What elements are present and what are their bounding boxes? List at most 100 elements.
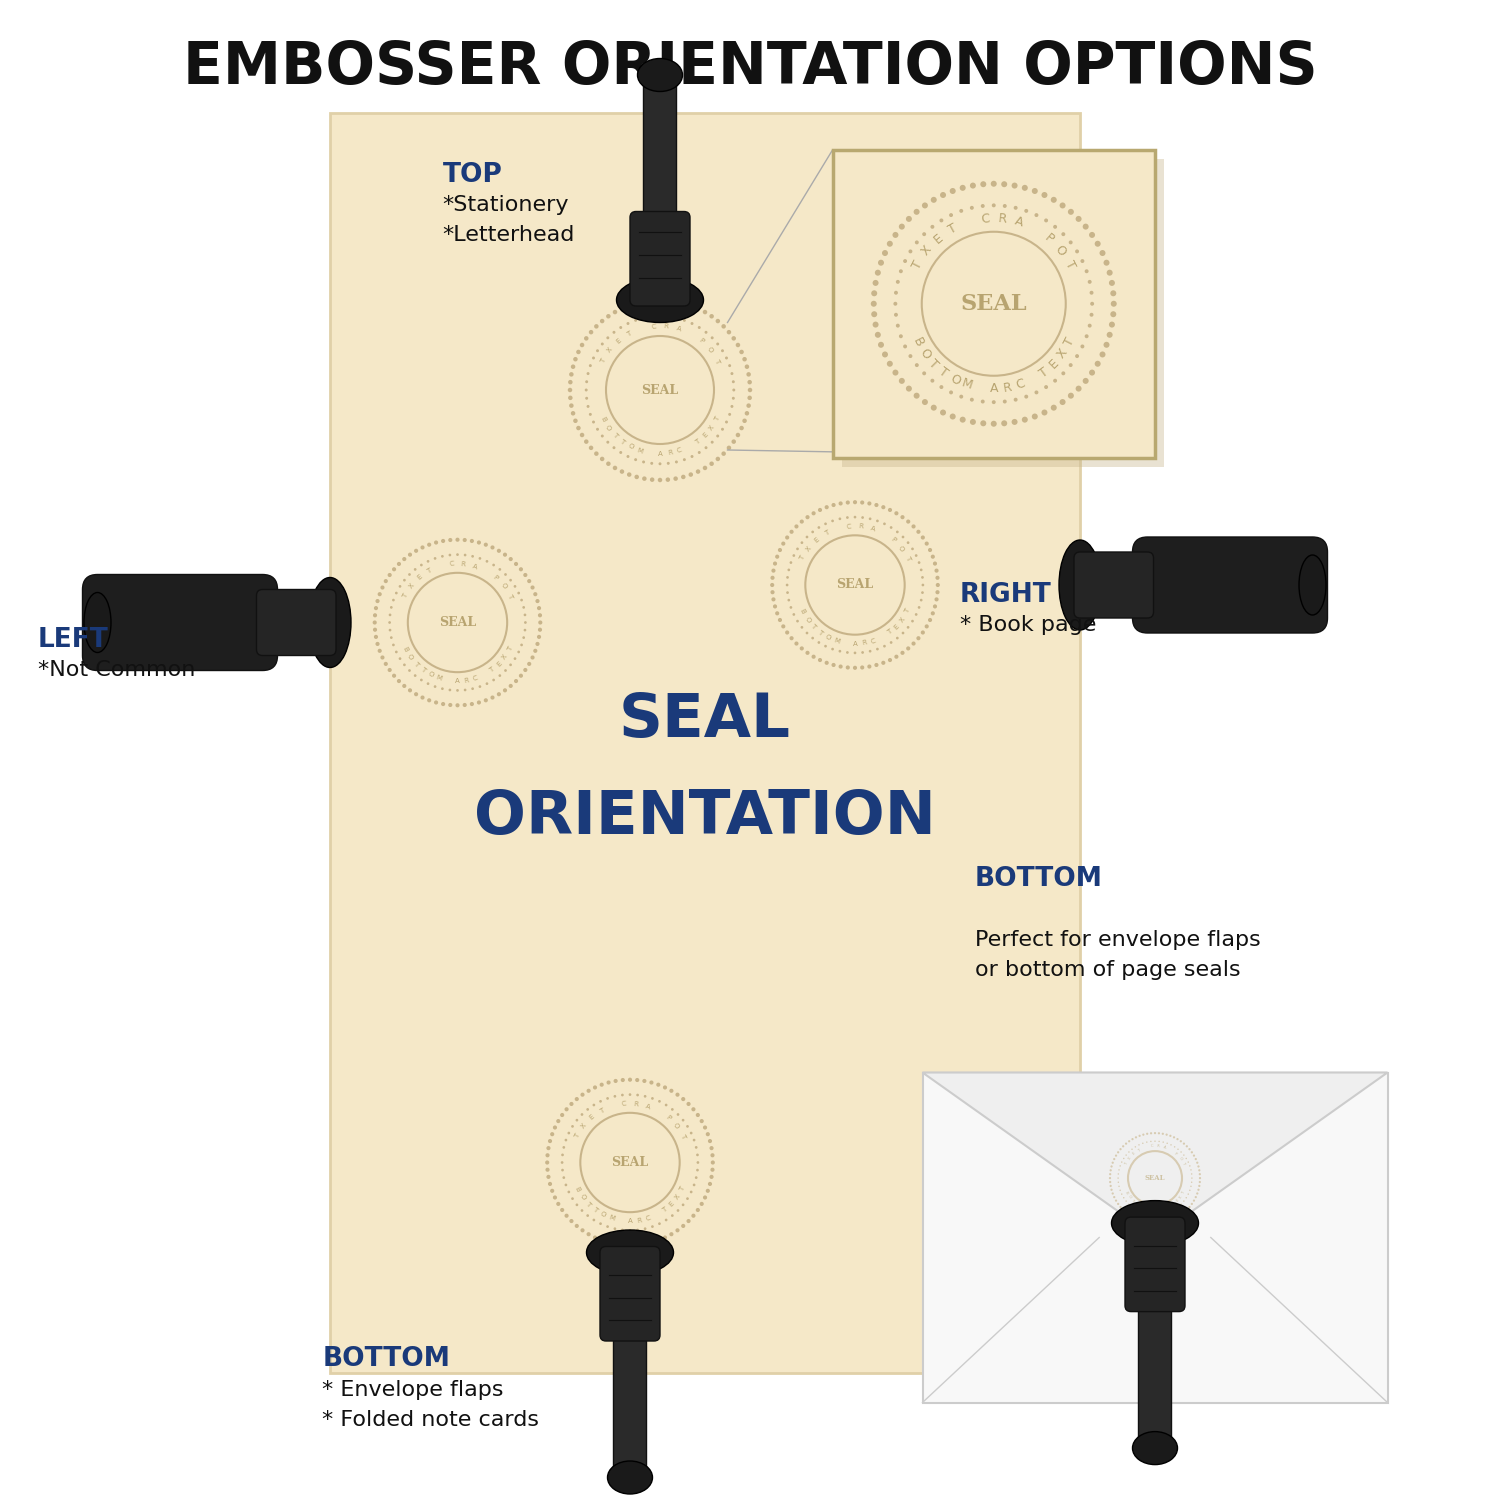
Circle shape — [524, 573, 528, 578]
Text: T: T — [824, 530, 830, 537]
Circle shape — [915, 363, 920, 368]
Text: E: E — [416, 574, 423, 580]
Circle shape — [940, 192, 946, 198]
Circle shape — [708, 1138, 712, 1143]
Text: B: B — [910, 336, 926, 350]
Circle shape — [970, 398, 974, 402]
Circle shape — [1059, 399, 1065, 405]
Text: C: C — [980, 211, 990, 226]
Circle shape — [576, 1119, 579, 1122]
Text: LEFT: LEFT — [38, 627, 108, 652]
Circle shape — [882, 351, 888, 357]
Circle shape — [1113, 1158, 1116, 1160]
Circle shape — [704, 1196, 706, 1200]
Polygon shape — [922, 1072, 1388, 1238]
Circle shape — [1076, 249, 1078, 254]
Circle shape — [586, 1214, 590, 1216]
Circle shape — [918, 606, 921, 609]
Circle shape — [532, 592, 537, 597]
FancyBboxPatch shape — [1138, 1300, 1172, 1452]
Circle shape — [711, 1161, 716, 1164]
Circle shape — [1100, 251, 1106, 257]
Circle shape — [669, 1089, 674, 1094]
Circle shape — [1110, 291, 1116, 297]
Circle shape — [414, 692, 419, 696]
Text: M: M — [435, 675, 442, 682]
Circle shape — [682, 320, 686, 322]
Circle shape — [402, 556, 406, 561]
Circle shape — [1088, 280, 1092, 284]
Circle shape — [939, 386, 944, 388]
Circle shape — [890, 526, 892, 530]
Text: E: E — [813, 537, 820, 543]
Text: P: P — [664, 1114, 672, 1120]
Text: * Envelope flaps
* Folded note cards: * Envelope flaps * Folded note cards — [322, 1380, 540, 1429]
Circle shape — [651, 1096, 654, 1100]
Circle shape — [846, 651, 849, 654]
Text: O: O — [897, 544, 904, 552]
Circle shape — [747, 380, 752, 384]
Circle shape — [408, 552, 413, 556]
Circle shape — [1022, 417, 1028, 423]
Circle shape — [1131, 1138, 1134, 1140]
Circle shape — [612, 310, 618, 315]
Circle shape — [670, 1108, 674, 1112]
FancyBboxPatch shape — [1074, 552, 1154, 618]
Circle shape — [531, 585, 534, 590]
Circle shape — [1146, 1221, 1149, 1224]
Text: B: B — [1124, 1191, 1130, 1194]
Circle shape — [592, 1086, 597, 1089]
Ellipse shape — [616, 278, 704, 322]
Circle shape — [1080, 260, 1084, 262]
Circle shape — [572, 364, 576, 369]
Text: X: X — [408, 582, 416, 590]
Circle shape — [732, 398, 735, 399]
Circle shape — [567, 388, 573, 393]
Circle shape — [1138, 1220, 1140, 1221]
Circle shape — [1161, 1132, 1164, 1136]
Circle shape — [441, 702, 446, 706]
Ellipse shape — [309, 578, 351, 668]
Circle shape — [600, 320, 604, 324]
Circle shape — [1089, 232, 1095, 238]
Circle shape — [918, 561, 921, 564]
Circle shape — [634, 302, 639, 306]
Circle shape — [818, 640, 821, 644]
Circle shape — [656, 1083, 660, 1088]
Circle shape — [1014, 206, 1017, 210]
Circle shape — [824, 522, 827, 525]
Circle shape — [570, 1220, 573, 1222]
Circle shape — [561, 1154, 564, 1156]
Circle shape — [1170, 1220, 1172, 1221]
Circle shape — [634, 320, 638, 322]
Text: R: R — [663, 322, 669, 330]
Circle shape — [627, 322, 630, 326]
Circle shape — [1076, 386, 1082, 392]
Circle shape — [456, 688, 459, 692]
Circle shape — [1041, 192, 1047, 198]
Circle shape — [554, 1125, 556, 1130]
Circle shape — [1196, 1192, 1198, 1194]
Circle shape — [915, 614, 918, 616]
FancyBboxPatch shape — [842, 159, 1164, 466]
Text: EMBOSSER ORIENTATION OPTIONS: EMBOSSER ORIENTATION OPTIONS — [183, 39, 1317, 96]
Circle shape — [433, 686, 436, 688]
Circle shape — [470, 538, 474, 543]
Circle shape — [687, 1220, 690, 1222]
FancyBboxPatch shape — [833, 150, 1155, 458]
Circle shape — [388, 614, 392, 616]
Text: X: X — [606, 346, 613, 354]
Text: R: R — [861, 639, 867, 646]
Circle shape — [496, 692, 501, 696]
Circle shape — [614, 1078, 618, 1083]
Circle shape — [818, 526, 821, 530]
Circle shape — [732, 388, 735, 392]
Circle shape — [906, 646, 910, 651]
Circle shape — [789, 636, 794, 640]
Circle shape — [390, 606, 393, 609]
Circle shape — [906, 216, 912, 222]
Circle shape — [771, 568, 776, 573]
Text: X: X — [674, 1194, 681, 1200]
Circle shape — [478, 686, 482, 688]
Circle shape — [1166, 1134, 1168, 1136]
